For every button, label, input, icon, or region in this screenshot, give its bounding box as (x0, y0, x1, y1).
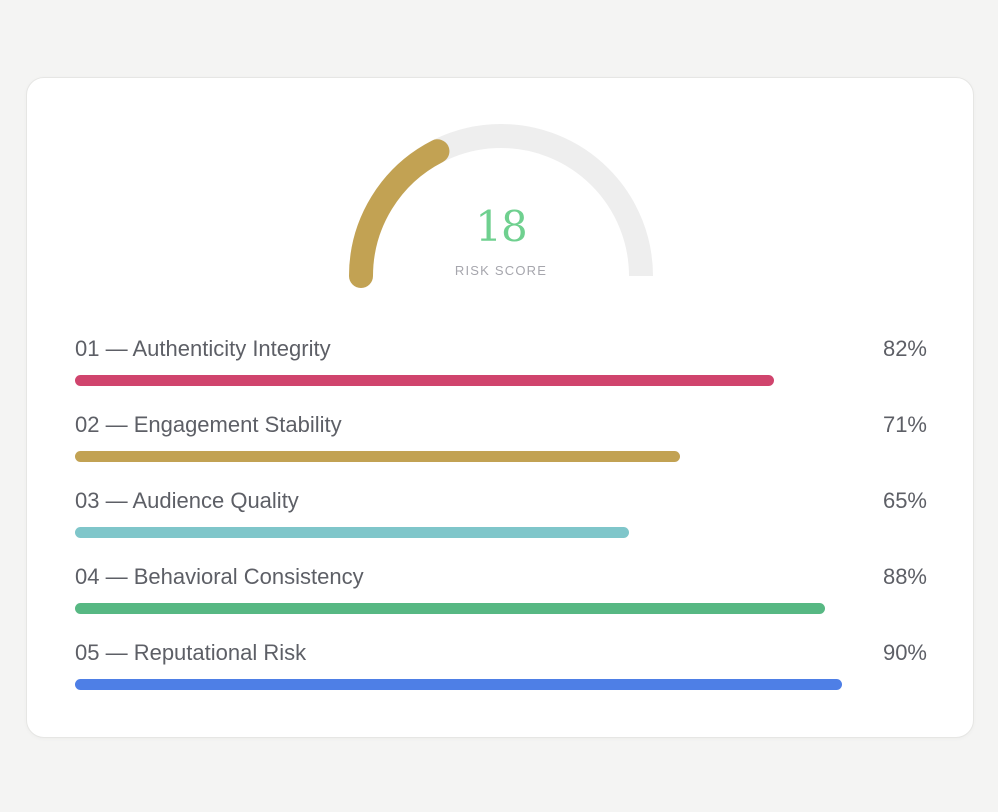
metric-bar-track (75, 375, 927, 386)
risk-score-value: 18 (475, 202, 527, 251)
metric-row: 04 — Behavioral Consistency 88% (75, 564, 927, 640)
metric-bar-track (75, 527, 927, 538)
metric-bar-fill (75, 375, 774, 386)
metric-row: 02 — Engagement Stability 71% (75, 412, 927, 488)
metric-label: 01 — Authenticity Integrity (75, 336, 331, 361)
metric-row: 05 — Reputational Risk 90% (75, 640, 927, 716)
metric-label: 04 — Behavioral Consistency (75, 564, 364, 589)
metric-bar-fill (75, 603, 825, 614)
metric-row: 03 — Audience Quality 65% (75, 488, 927, 564)
metric-label: 05 — Reputational Risk (75, 640, 307, 665)
metric-value: 88% (882, 564, 927, 589)
metric-bar-fill (75, 527, 629, 538)
metric-label: 03 — Audience Quality (75, 488, 299, 513)
metric-bar-track (75, 603, 927, 614)
metric-value: 82% (882, 336, 927, 361)
metric-value: 71% (882, 412, 927, 437)
risk-gauge-arc (349, 124, 653, 288)
metric-value: 65% (882, 488, 927, 513)
risk-gauge: 18 RISK SCORE (349, 124, 653, 288)
gauge-fill (349, 139, 450, 288)
metric-list: 01 — Authenticity Integrity 82% 02 — Eng… (75, 336, 927, 716)
metric-bar-track (75, 679, 927, 690)
metric-row: 01 — Authenticity Integrity 82% (75, 336, 927, 412)
metric-value: 90% (882, 640, 927, 665)
risk-score-label: RISK SCORE (454, 263, 548, 278)
metric-bar-fill (75, 679, 842, 690)
risk-score-card: 18 RISK SCORE 01 — Authenticity Integrit… (26, 77, 974, 738)
metric-label: 02 — Engagement Stability (75, 412, 342, 437)
metric-bar-track (75, 451, 927, 462)
metric-bar-fill (75, 451, 680, 462)
